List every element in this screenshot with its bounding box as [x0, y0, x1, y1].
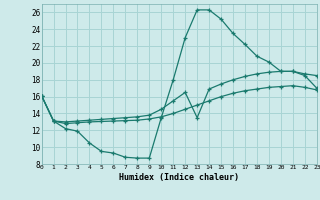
X-axis label: Humidex (Indice chaleur): Humidex (Indice chaleur) — [119, 173, 239, 182]
